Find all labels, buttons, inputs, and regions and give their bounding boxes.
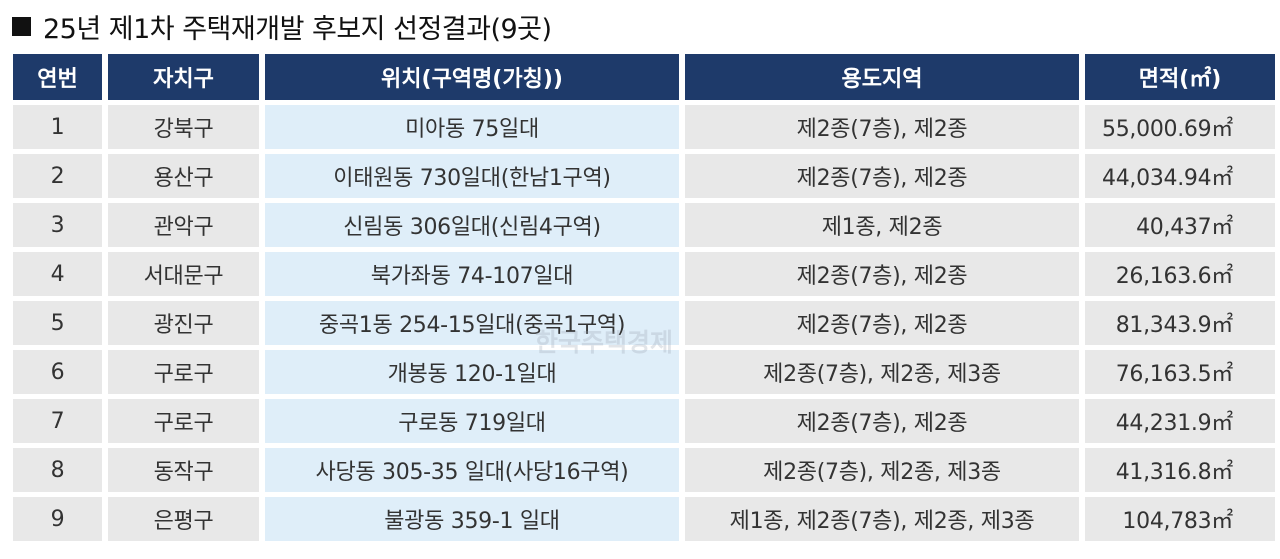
header-district: 자치구 [108, 54, 259, 100]
cell-area: 81,343.9㎡ [1085, 301, 1275, 345]
header-area: 면적(㎡) [1085, 54, 1275, 100]
cell-district: 동작구 [108, 448, 259, 492]
cell-no: 5 [13, 301, 102, 345]
cell-zoning: 제2종(7층), 제2종 [685, 399, 1079, 443]
cell-area: 44,231.9㎡ [1085, 399, 1275, 443]
cell-location: 사당동 305-35 일대(사당16구역) [265, 448, 679, 492]
cell-location: 중곡1동 254-15일대(중곡1구역) [265, 301, 679, 345]
cell-no: 1 [13, 105, 102, 149]
cell-district: 광진구 [108, 301, 259, 345]
cell-district: 은평구 [108, 497, 259, 541]
cell-zoning: 제2종(7층), 제2종, 제3종 [685, 448, 1079, 492]
cell-zoning: 제2종(7층), 제2종 [685, 301, 1079, 345]
cell-area: 104,783㎡ [1085, 497, 1275, 541]
cell-no: 7 [13, 399, 102, 443]
cell-area: 76,163.5㎡ [1085, 350, 1275, 394]
cell-area: 41,316.8㎡ [1085, 448, 1275, 492]
cell-no: 2 [13, 154, 102, 198]
cell-no: 6 [13, 350, 102, 394]
cell-district: 용산구 [108, 154, 259, 198]
cell-location: 이태원동 730일대(한남1구역) [265, 154, 679, 198]
cell-location: 불광동 359-1 일대 [265, 497, 679, 541]
cell-zoning: 제2종(7층), 제2종, 제3종 [685, 350, 1079, 394]
results-table: 연번 자치구 위치(구역명(가칭)) 용도지역 면적(㎡) 1 강북구 미아동 75… [13, 54, 1275, 541]
cell-no: 3 [13, 203, 102, 247]
cell-district: 서대문구 [108, 252, 259, 296]
cell-zoning: 제2종(7층), 제2종 [685, 252, 1079, 296]
page-title: 25년 제1차 주택재개발 후보지 선정결과(9곳) [12, 6, 552, 46]
cell-location: 개봉동 120-1일대 [265, 350, 679, 394]
cell-area: 26,163.6㎡ [1085, 252, 1275, 296]
cell-zoning: 제1종, 제2종(7층), 제2종, 제3종 [685, 497, 1079, 541]
header-location: 위치(구역명(가칭)) [265, 54, 679, 100]
cell-zoning: 제2종(7층), 제2종 [685, 105, 1079, 149]
cell-no: 4 [13, 252, 102, 296]
cell-district: 구로구 [108, 399, 259, 443]
header-zoning: 용도지역 [685, 54, 1079, 100]
cell-district: 관악구 [108, 203, 259, 247]
cell-location: 미아동 75일대 [265, 105, 679, 149]
cell-area: 55,000.69㎡ [1085, 105, 1275, 149]
cell-area: 40,437㎡ [1085, 203, 1275, 247]
cell-no: 8 [13, 448, 102, 492]
title-text: 25년 제1차 주택재개발 후보지 선정결과(9곳) [43, 13, 552, 45]
cell-no: 9 [13, 497, 102, 541]
title-square-icon [12, 16, 31, 36]
header-no: 연번 [13, 54, 102, 100]
cell-district: 구로구 [108, 350, 259, 394]
cell-location: 신림동 306일대(신림4구역) [265, 203, 679, 247]
cell-location: 구로동 719일대 [265, 399, 679, 443]
cell-district: 강북구 [108, 105, 259, 149]
cell-location: 북가좌동 74-107일대 [265, 252, 679, 296]
cell-area: 44,034.94㎡ [1085, 154, 1275, 198]
cell-zoning: 제2종(7층), 제2종 [685, 154, 1079, 198]
cell-zoning: 제1종, 제2종 [685, 203, 1079, 247]
